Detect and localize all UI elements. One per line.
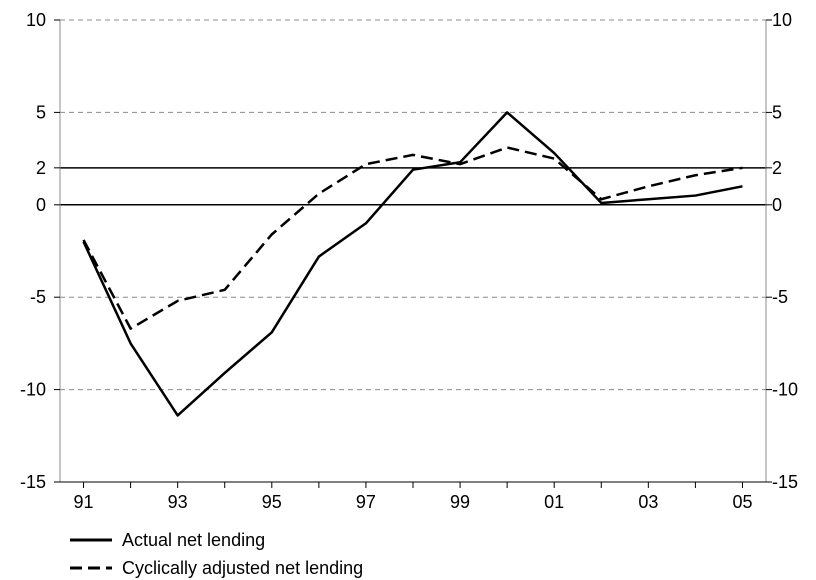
grid-layer <box>60 19 766 391</box>
x-tick-label: 91 <box>74 492 94 512</box>
y-tick-label-left: 10 <box>26 10 46 30</box>
series-line-actual <box>82 111 743 417</box>
axis-layer <box>54 19 772 488</box>
legend-label: Cyclically adjusted net lending <box>122 558 363 578</box>
y-tick-label-right: -10 <box>772 380 798 400</box>
y-tick-label-right: 0 <box>772 195 782 215</box>
y-tick-label-left: -10 <box>20 380 46 400</box>
x-tick-label: 01 <box>544 492 564 512</box>
x-tick-label: 05 <box>732 492 752 512</box>
y-tick-label-right: 2 <box>772 158 782 178</box>
x-tick-label: 97 <box>356 492 376 512</box>
x-tick-label: 99 <box>450 492 470 512</box>
y-tick-label-left: 2 <box>36 158 46 178</box>
series-line-cyclically-adjusted <box>82 146 743 330</box>
x-tick-label: 93 <box>168 492 188 512</box>
y-tick-label-left: 0 <box>36 195 46 215</box>
series-layer <box>82 111 743 417</box>
y-tick-label-left: 5 <box>36 102 46 122</box>
y-tick-label-right: 10 <box>772 10 792 30</box>
legend-label: Actual net lending <box>122 530 265 550</box>
plot-area <box>60 20 766 482</box>
y-tick-label-right: -15 <box>772 472 798 492</box>
tick-label-layer: -15 -15 -10 -10 -5 -5 0 0 2 2 5 5 10 10 91 93 95 97 99 01 03… <box>20 10 798 512</box>
y-tick-label-right: 5 <box>772 102 782 122</box>
y-tick-label-right: -5 <box>772 287 788 307</box>
x-tick-label: 95 <box>262 492 282 512</box>
legend: Actual net lending Cyclically adjusted ne… <box>70 530 363 578</box>
x-tick-label: 03 <box>638 492 658 512</box>
y-tick-label-left: -5 <box>30 287 46 307</box>
y-tick-label-left: -15 <box>20 472 46 492</box>
